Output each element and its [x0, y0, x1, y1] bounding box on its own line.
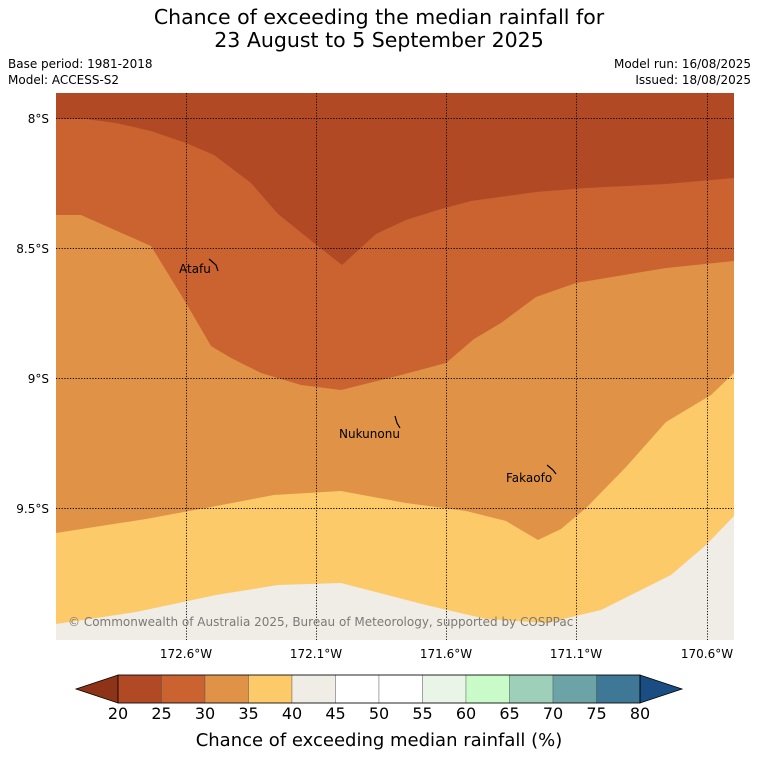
colorbar-cell-35-40 [248, 674, 293, 704]
colorbar-cell-40-45 [291, 674, 336, 704]
colorbar-tick-30: 30 [194, 704, 216, 723]
base-period: Base period: 1981-2018 [8, 57, 153, 71]
model-run: Model run: 16/08/2025 [613, 57, 751, 71]
colorbar-tick-75: 75 [586, 704, 607, 723]
lon-label-172-1w: 172.1°W [289, 647, 343, 661]
colorbar-tick-40: 40 [281, 704, 303, 723]
lon-label-170-6w: 170.6°W [680, 647, 734, 661]
colorbar-cell-20-25 [117, 674, 162, 704]
zone-20-25 [56, 93, 734, 265]
nukunonu-coastline [394, 415, 401, 429]
colorbar-under-triangle [74, 674, 119, 704]
place-label-nukunonu: Nukunonu [339, 427, 400, 441]
colorbar-cell-65-70 [509, 674, 554, 704]
lat-label-9s: 9°S [27, 372, 49, 386]
issued-date: Issued: 18/08/2025 [635, 73, 751, 87]
colorbar-cell-60-65 [465, 674, 510, 704]
colorbar-cell-50-55 [378, 674, 423, 704]
title-line-1: Chance of exceeding the median rainfall … [153, 5, 605, 29]
title-line-2: 23 August to 5 September 2025 [214, 28, 544, 52]
colorbar-cell-75-80 [596, 674, 641, 704]
lat-label-8s: 8°S [27, 112, 49, 126]
colorbar-tick-65: 65 [499, 704, 520, 723]
colorbar-tick-60: 60 [455, 704, 477, 723]
rainfall-map: Atafu Nukunonu Fakaofo © Commonwealth of… [56, 93, 734, 640]
colorbar-cell-55-60 [422, 674, 467, 704]
lon-label-171-1w: 171.1°W [549, 647, 603, 661]
colorbar-cell-45-50 [335, 674, 380, 704]
lon-label-171-6w: 171.6°W [419, 647, 473, 661]
atafu-coastline [208, 258, 219, 272]
colorbar-outline [117, 674, 641, 704]
place-label-fakaofo: Fakaofo [506, 471, 552, 485]
colorbar-tick-25: 25 [151, 704, 172, 723]
colorbar-tick-35: 35 [238, 704, 259, 723]
colorbar-cells [74, 674, 684, 704]
colorbar-cell-30-35 [204, 674, 249, 704]
copyright-notice: © Commonwealth of Australia 2025, Bureau… [68, 615, 573, 629]
colorbar-tick-70: 70 [542, 704, 564, 723]
lat-label-8-5s: 8.5°S [16, 242, 49, 256]
colorbar-tick-45: 45 [325, 704, 346, 723]
colorbar-cell-25-30 [161, 674, 206, 704]
colorbar-tick-50: 50 [368, 704, 390, 723]
colorbar-tick-20: 20 [107, 704, 129, 723]
colorbar-label: Chance of exceeding median rainfall (%) [195, 730, 563, 751]
place-label-atafu: Atafu [179, 262, 211, 276]
lat-label-9-5s: 9.5°S [16, 502, 49, 516]
lon-label-172-6w: 172.6°W [159, 647, 213, 661]
graticule [56, 93, 734, 640]
colorbar [74, 674, 684, 704]
colorbar-over-triangle [639, 674, 684, 704]
colorbar-tick-80: 80 [629, 704, 651, 723]
colorbar-tick-55: 55 [412, 704, 433, 723]
model-name: Model: ACCESS-S2 [8, 73, 120, 87]
colorbar-cell-70-75 [552, 674, 597, 704]
fakaofo-coastline [546, 464, 557, 475]
